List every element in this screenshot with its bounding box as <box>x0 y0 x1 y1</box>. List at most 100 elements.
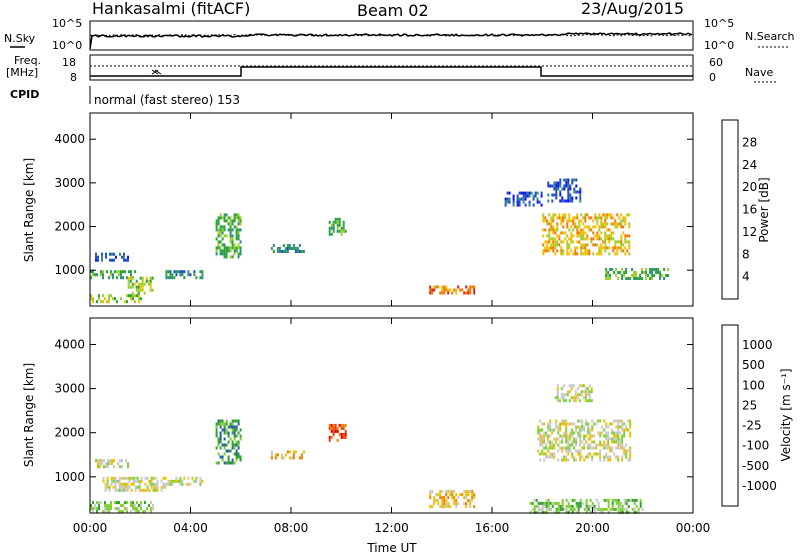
power-cell <box>233 249 236 253</box>
power-cell <box>120 276 122 280</box>
velocity-colorbar-tick: 25 <box>742 398 757 412</box>
velocity-cell <box>590 399 593 403</box>
power-cell <box>596 216 599 220</box>
velocity-cell <box>124 485 127 489</box>
velocity-cell <box>239 455 242 459</box>
power-cell <box>576 234 579 238</box>
velocity-cell <box>615 437 618 441</box>
velocity-cell <box>595 443 598 447</box>
power-colorbar-tick: 28 <box>742 135 757 149</box>
velocity-cell <box>541 510 544 514</box>
velocity-cell <box>617 455 620 459</box>
power-cell <box>572 252 575 256</box>
power-cell <box>282 244 285 247</box>
power-cell <box>130 270 132 274</box>
power-cell <box>134 300 136 304</box>
velocity-cell <box>154 482 157 486</box>
velocity-cell <box>543 510 546 514</box>
nsky-frame <box>89 20 694 51</box>
velocity-cell <box>160 485 163 489</box>
power-cell <box>572 222 575 226</box>
velocity-cell <box>599 431 602 435</box>
power-cell <box>555 190 558 194</box>
power-cell <box>518 203 521 207</box>
power-cell <box>576 216 579 220</box>
velocity-cell <box>545 446 548 450</box>
power-cell <box>639 274 642 277</box>
power-cell <box>227 246 230 250</box>
velocity-cell <box>577 425 580 429</box>
velocity-cell <box>588 384 591 388</box>
velocity-cell <box>547 449 550 453</box>
power-cell <box>559 190 562 194</box>
velocity-cell <box>586 393 589 397</box>
power-cell <box>140 297 142 301</box>
power-cell <box>604 246 607 250</box>
power-cell <box>449 288 452 292</box>
velocity-cell <box>577 504 580 508</box>
velocity-cell <box>549 455 552 459</box>
velocity-cell <box>132 504 134 508</box>
power-cell <box>101 255 103 259</box>
power-cell <box>433 288 436 292</box>
power-cell <box>134 270 136 274</box>
power-cell <box>558 213 561 217</box>
power-cell <box>556 222 559 226</box>
power-cell <box>561 187 564 191</box>
power-cell <box>602 225 605 229</box>
power-cell <box>559 181 562 185</box>
velocity-colorbar-tick: 100 <box>742 378 765 392</box>
power-cell <box>653 268 656 271</box>
velocity-cell <box>96 507 98 511</box>
power-cell <box>223 249 226 253</box>
velocity-cell <box>332 432 335 436</box>
power-cell <box>544 219 547 223</box>
velocity-cell <box>120 488 123 492</box>
power-cell <box>582 228 585 232</box>
velocity-cell <box>140 507 142 511</box>
velocity-cell <box>148 504 150 508</box>
power-cell <box>612 231 615 235</box>
velocity-cell <box>556 396 559 400</box>
power-cell <box>628 234 631 238</box>
power-cell <box>147 282 150 286</box>
velocity-cell <box>445 499 448 503</box>
power-cell <box>131 276 134 280</box>
power-cell <box>227 222 230 226</box>
power-cell <box>620 222 623 226</box>
power-cell <box>647 274 650 277</box>
power-cell <box>151 288 154 292</box>
velocity-cell <box>561 437 564 441</box>
velocity-cell <box>156 485 159 489</box>
power-cell <box>237 246 240 250</box>
power-cell <box>133 282 136 286</box>
velocity-cell <box>599 452 602 456</box>
velocity-cell <box>595 446 598 450</box>
power-cell <box>584 216 587 220</box>
power-cell <box>292 247 295 250</box>
power-cell <box>542 219 545 223</box>
power-cell <box>653 274 656 277</box>
power-cell <box>330 226 333 230</box>
velocity-cell <box>547 437 550 441</box>
power-cell <box>542 243 545 247</box>
power-cell <box>229 234 232 238</box>
power-cell <box>111 258 113 262</box>
power-cell <box>608 246 611 250</box>
power-cell <box>231 237 234 241</box>
velocity-cell <box>575 440 578 444</box>
power-cell <box>604 249 607 253</box>
velocity-cell <box>219 437 222 441</box>
velocity-cell <box>109 462 111 466</box>
power-cell <box>616 246 619 250</box>
power-cell <box>626 240 629 244</box>
power-cell <box>132 294 134 298</box>
velocity-cell <box>629 458 632 462</box>
power-cell <box>552 216 555 220</box>
power-cell <box>223 252 226 256</box>
velocity-cell <box>545 507 548 511</box>
power-cell <box>580 252 583 256</box>
velocity-cell <box>328 426 331 430</box>
velocity-cell <box>573 440 576 444</box>
velocity-cell <box>543 501 546 505</box>
